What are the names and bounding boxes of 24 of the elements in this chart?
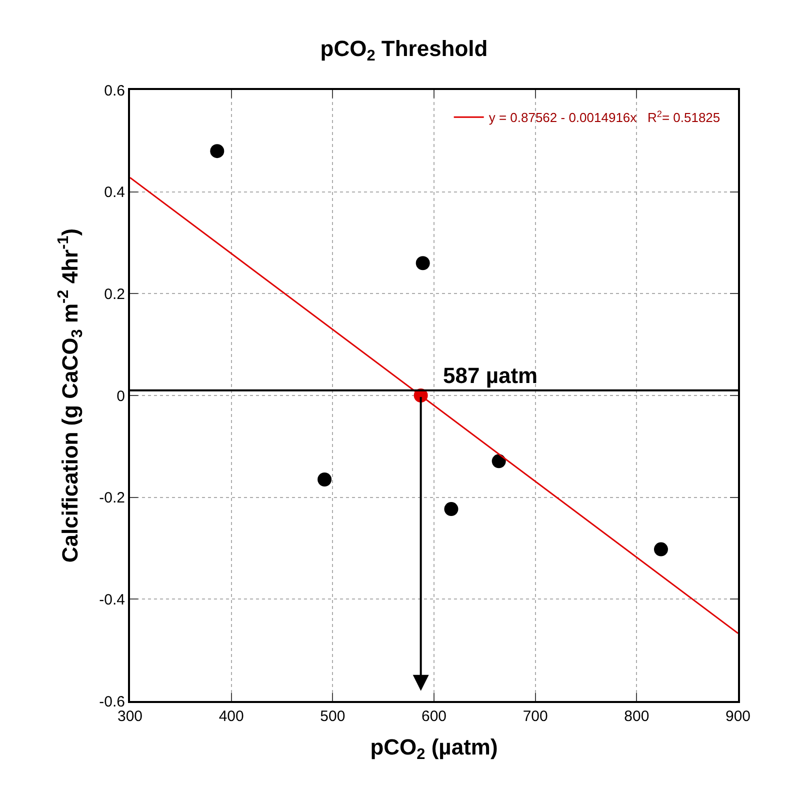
x-tick-label: 500 bbox=[320, 708, 346, 725]
y-tick-label: -0.6 bbox=[99, 693, 125, 710]
y-tick-label: 0 bbox=[116, 388, 125, 405]
annotation: 587 µatm bbox=[443, 363, 538, 388]
x-tick-label: 600 bbox=[421, 708, 447, 725]
y-tick-label: 0.6 bbox=[104, 82, 125, 100]
x-tick-label: 800 bbox=[624, 708, 650, 725]
y-tick-label: -0.4 bbox=[99, 591, 125, 608]
point bbox=[654, 542, 668, 556]
y-tick-label: 0.2 bbox=[104, 286, 125, 303]
legend-label: y = 0.87562 - 0.0014916x R$^{2}$= 0.51825 bbox=[488, 108, 720, 126]
point bbox=[492, 454, 506, 468]
x-tick-label: 300 bbox=[117, 708, 143, 725]
y-tick-label: -0.2 bbox=[99, 490, 125, 507]
x-tick-label: 900 bbox=[725, 708, 751, 725]
point bbox=[318, 472, 332, 487]
x-axis-title: pCO$_{2}$ (µatm) bbox=[370, 734, 498, 764]
point bbox=[210, 144, 224, 158]
x-tick-label: 700 bbox=[522, 708, 548, 725]
chart-title: pCO$_{2}$ Threshold bbox=[320, 36, 488, 65]
point bbox=[444, 502, 458, 516]
point bbox=[416, 256, 430, 270]
y-tick-label: 0.4 bbox=[104, 184, 125, 202]
x-tick-label: 400 bbox=[218, 708, 244, 725]
